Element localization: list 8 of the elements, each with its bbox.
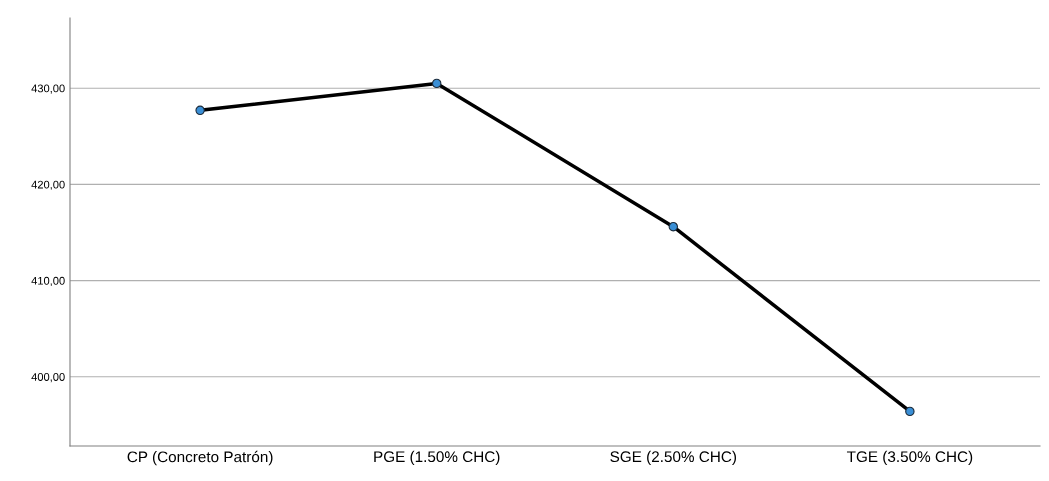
y-tick-label: 430,00 [31, 84, 65, 94]
y-tick-label: 410,00 [31, 276, 65, 287]
y-tick-label: 420,00 [31, 180, 65, 190]
x-tick-label: PGE (1.50% CHC) [374, 450, 500, 466]
x-tick-label: TGE (3.50% CHC) [846, 450, 973, 466]
x-tick-label: CP (Concreto Patrón) [127, 450, 273, 466]
y-tick-label: 400,00 [31, 373, 65, 383]
x-tick-label: SGE (2.50% CHC) [610, 450, 737, 466]
